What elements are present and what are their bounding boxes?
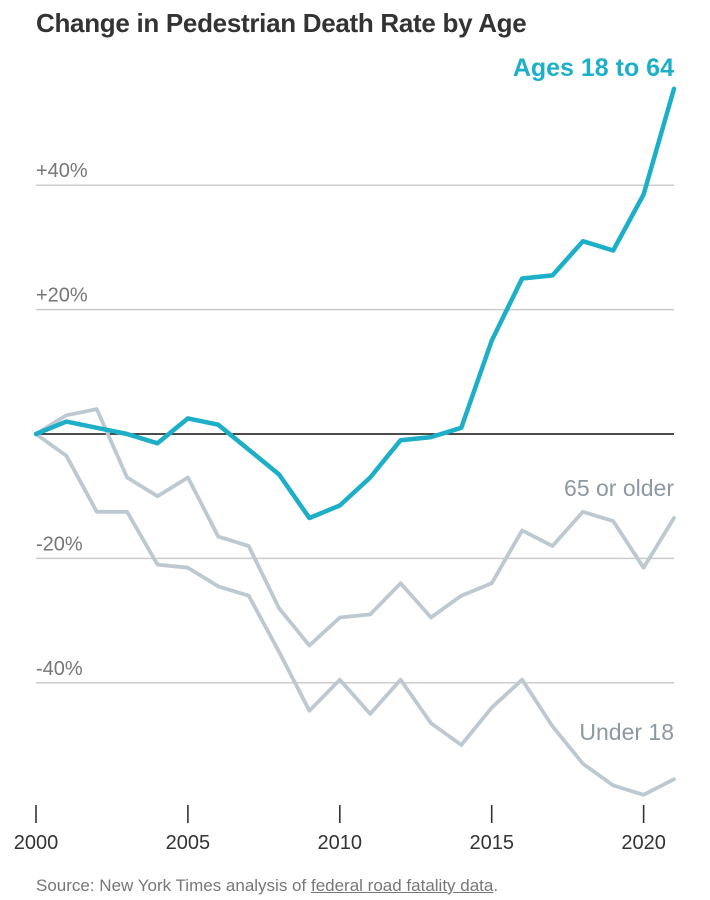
- y-tick-labels: +40% +20% -20% -40%: [36, 160, 88, 680]
- series-labels: Ages 18 to 64 65 or older Under 18: [513, 54, 675, 745]
- x-tick-label: 2020: [621, 832, 666, 854]
- y-tick-label: +20%: [36, 285, 88, 307]
- y-tick-label: +40%: [36, 160, 88, 182]
- series-label-under-18: Under 18: [579, 719, 674, 745]
- series-lines: [33, 86, 677, 797]
- series-label-65-or-older: 65 or older: [564, 475, 674, 501]
- source-prefix: Source: New York Times analysis of: [36, 876, 311, 895]
- series-line-under-18: [34, 432, 676, 797]
- source-link[interactable]: federal road fatality data: [310, 876, 494, 895]
- x-tick-label: 2000: [14, 832, 59, 854]
- line-chart: +40% +20% -20% -40% 2000 2005 2010 2015 2020 Ag…: [14, 54, 677, 854]
- source-note: Source: New York Times analysis of feder…: [36, 876, 498, 896]
- series-line-65-or-older: [34, 407, 676, 648]
- gridlines: [36, 184, 674, 684]
- chart-title: Change in Pedestrian Death Rate by Age: [36, 8, 527, 38]
- x-tick-label: 2015: [469, 832, 514, 854]
- y-tick-label: -40%: [36, 658, 83, 680]
- x-tick-label: 2010: [318, 832, 363, 854]
- x-tick-label: 2005: [166, 832, 211, 854]
- series-label-ages-18-to-64: Ages 18 to 64: [513, 54, 674, 82]
- series-line-ages-18-to-64: [33, 86, 677, 521]
- y-tick-label: -20%: [36, 533, 83, 555]
- x-axis: 2000 2005 2010 2015 2020: [14, 805, 666, 854]
- source-suffix: .: [493, 876, 499, 895]
